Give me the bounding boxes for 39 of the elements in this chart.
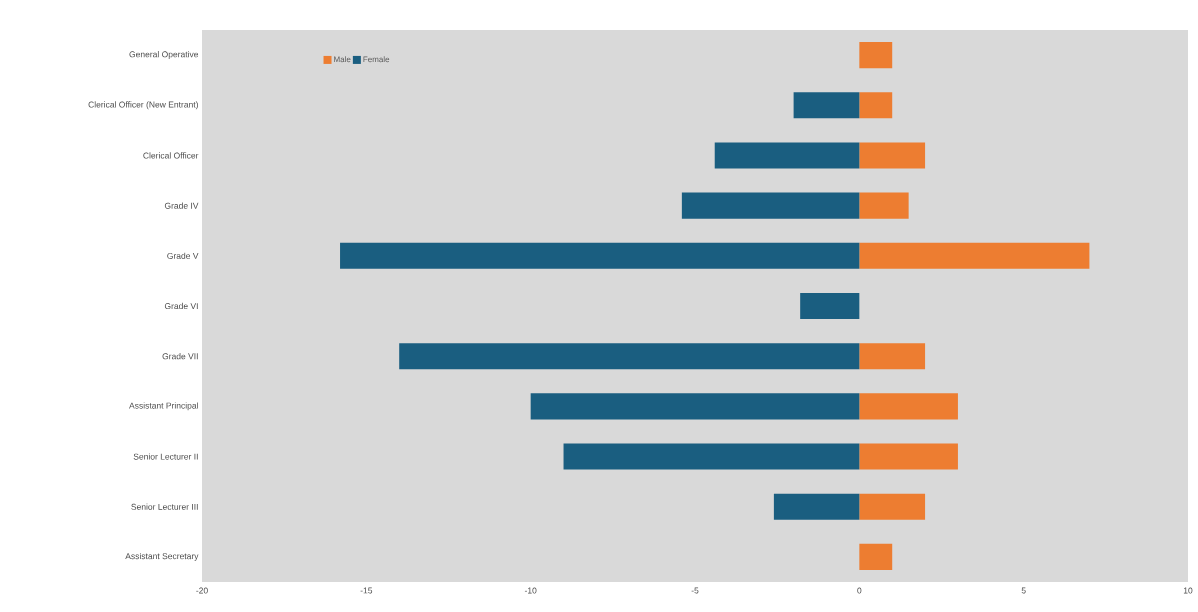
y-tick-label: Clerical Officer (New Entrant) [88, 101, 198, 110]
x-tick-label: -15 [360, 587, 373, 594]
x-tick-label: 0 [857, 587, 862, 594]
y-tick-label: Grade VI [164, 302, 198, 310]
x-tick-label: -10 [524, 587, 537, 594]
bar [859, 393, 958, 420]
y-tick-label: Senior Lecturer II [133, 453, 198, 460]
y-tick-label: General Operative [129, 51, 199, 60]
bar [530, 393, 860, 420]
y-tick-label: Assistant Principal [129, 402, 198, 411]
x-tick-label: -5 [691, 587, 699, 594]
bar [859, 543, 893, 570]
bar [859, 92, 893, 119]
legend-label: Male [334, 56, 351, 63]
y-tick-label: Grade IV [164, 202, 199, 209]
y-tick-label: Grade V [167, 252, 199, 259]
y-tick-label: Grade VII [162, 353, 198, 360]
x-tick-label: 5 [1021, 587, 1026, 594]
bar [714, 142, 860, 169]
bar [563, 443, 860, 470]
bar [859, 242, 1090, 269]
bar [399, 343, 860, 370]
bar [859, 443, 958, 470]
bar [859, 42, 893, 69]
bar [793, 92, 860, 119]
bar [773, 493, 860, 520]
bar [681, 192, 860, 219]
legend-label: Female [363, 56, 390, 63]
x-tick-label: 10 [1183, 587, 1193, 594]
y-tick-label: Senior Lecturer III [131, 503, 198, 510]
bar [859, 192, 909, 219]
bar [800, 292, 860, 320]
y-tick-label: Clerical Officer [143, 152, 199, 159]
bar [859, 142, 926, 169]
x-tick-label: -20 [196, 587, 208, 594]
bar [859, 493, 926, 520]
y-tick-label: Assistant Secretary [125, 552, 199, 561]
bar [340, 242, 860, 269]
bar [859, 343, 926, 370]
